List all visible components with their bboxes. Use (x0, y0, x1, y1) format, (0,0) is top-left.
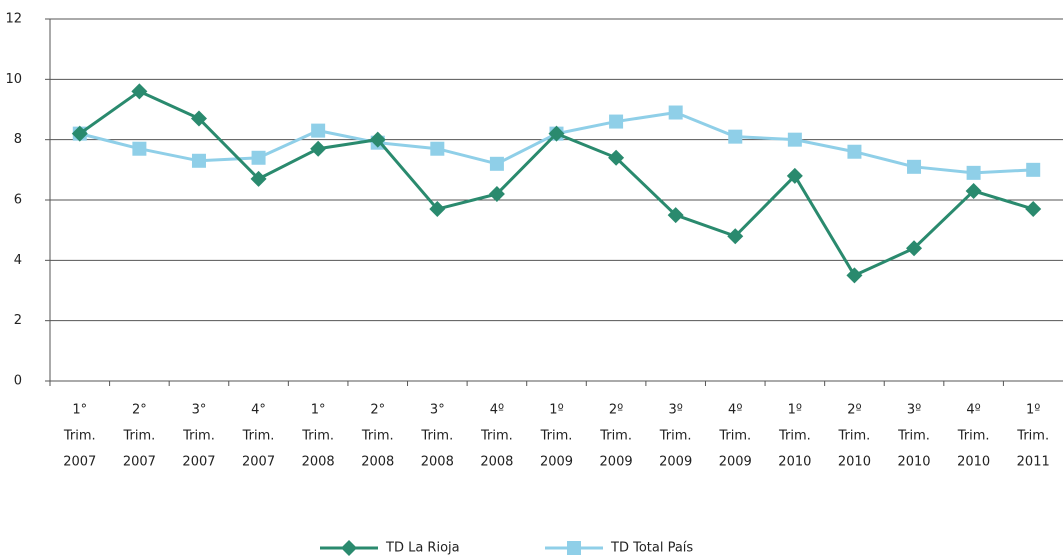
x-tick-label: 4º (728, 403, 742, 418)
x-tick-label: Trim. (1016, 429, 1049, 444)
diamond-marker (131, 83, 148, 100)
x-tick-label: 2010 (838, 455, 871, 470)
x-tick-label: Trim. (540, 429, 573, 444)
x-tick-label: 2008 (421, 455, 454, 470)
y-tick-label: 12 (5, 12, 22, 27)
x-tick-label: Trim. (420, 429, 453, 444)
diamond-marker (429, 201, 446, 218)
diamond-marker (608, 149, 625, 166)
x-tick-label: Trim. (480, 429, 513, 444)
x-tick-label: 2° (132, 403, 147, 418)
x-tick-label: 2007 (123, 455, 156, 470)
square-marker (430, 141, 445, 156)
x-tick-label: Trim. (599, 429, 632, 444)
x-tick-label: Trim. (122, 429, 155, 444)
x-tick-label: Trim. (182, 429, 215, 444)
x-tick-label: 3º (668, 403, 682, 418)
x-tick-label: 2008 (302, 455, 335, 470)
diamond-marker (488, 185, 505, 202)
x-tick-label: 4º (966, 403, 980, 418)
square-marker (191, 153, 206, 168)
x-tick-label: Trim. (301, 429, 334, 444)
x-tick-label: 2011 (1017, 455, 1050, 470)
x-tick-label: 2010 (897, 455, 930, 470)
legend-label: TD Total País (610, 541, 693, 556)
x-tick-label: 2010 (957, 455, 990, 470)
diamond-marker (310, 140, 327, 157)
square-marker (728, 129, 743, 144)
square-marker (787, 132, 802, 147)
y-tick-label: 4 (14, 253, 22, 268)
diamond-marker (1025, 201, 1042, 218)
square-marker (567, 541, 581, 555)
square-marker (609, 114, 624, 129)
x-tick-label: 2009 (600, 455, 633, 470)
y-tick-label: 8 (14, 132, 22, 147)
x-tick-label: 2007 (242, 455, 275, 470)
x-tick-label: 2° (370, 403, 385, 418)
x-tick-label: 2009 (540, 455, 573, 470)
series-line (78, 89, 1034, 278)
diamond-marker (965, 182, 982, 199)
square-marker (489, 156, 504, 171)
x-tick-label: 2008 (361, 455, 394, 470)
x-tick-label: Trim. (718, 429, 751, 444)
x-tick-label: 1º (1026, 403, 1040, 418)
y-tick-label: 6 (14, 193, 22, 208)
y-tick-label: 10 (5, 72, 22, 87)
x-tick-label: Trim. (242, 429, 275, 444)
diamond-marker (548, 125, 565, 142)
x-tick-label: 3° (192, 403, 207, 418)
x-tick-label: Trim. (957, 429, 990, 444)
x-tick-label: 2008 (480, 455, 513, 470)
square-marker (132, 141, 147, 156)
diamond-marker (341, 540, 357, 556)
diamond-marker (369, 131, 386, 148)
diamond-marker (906, 240, 923, 257)
x-tick-label: 1º (788, 403, 802, 418)
y-tick-label: 2 (14, 313, 22, 328)
x-tick-label: 3° (430, 403, 445, 418)
square-marker (847, 144, 862, 159)
x-tick-label: 1° (311, 403, 326, 418)
x-tick-label: 4º (490, 403, 504, 418)
square-marker (1026, 162, 1041, 177)
x-tick-label: 2º (847, 403, 861, 418)
x-tick-label: 2009 (719, 455, 752, 470)
x-tick-label: Trim. (778, 429, 811, 444)
diamond-marker (250, 170, 267, 187)
y-tick-label: 0 (14, 374, 22, 389)
diamond-marker (727, 228, 744, 245)
x-tick-label: 2º (609, 403, 623, 418)
diamond-marker (667, 207, 684, 224)
x-tick-label: 2009 (659, 455, 692, 470)
diamond-marker (786, 167, 803, 184)
x-tick-label: Trim. (897, 429, 930, 444)
square-marker (966, 165, 981, 180)
diamond-marker (846, 267, 863, 284)
x-tick-label: 4° (251, 403, 266, 418)
x-tick-label: Trim. (361, 429, 394, 444)
x-tick-label: Trim. (63, 429, 96, 444)
x-tick-label: 3º (907, 403, 921, 418)
legend-label: TD La Rioja (385, 541, 460, 556)
square-marker (311, 123, 326, 138)
diamond-marker (190, 110, 207, 127)
x-tick-label: Trim. (659, 429, 692, 444)
x-tick-label: 2010 (778, 455, 811, 470)
x-tick-label: 2007 (182, 455, 215, 470)
x-tick-label: 1° (72, 403, 87, 418)
square-marker (668, 105, 683, 120)
square-marker (907, 159, 922, 174)
x-tick-label: 2007 (63, 455, 96, 470)
x-tick-label: 1º (549, 403, 563, 418)
square-marker (251, 150, 266, 165)
x-tick-label: Trim. (838, 429, 871, 444)
diamond-marker (71, 125, 88, 142)
